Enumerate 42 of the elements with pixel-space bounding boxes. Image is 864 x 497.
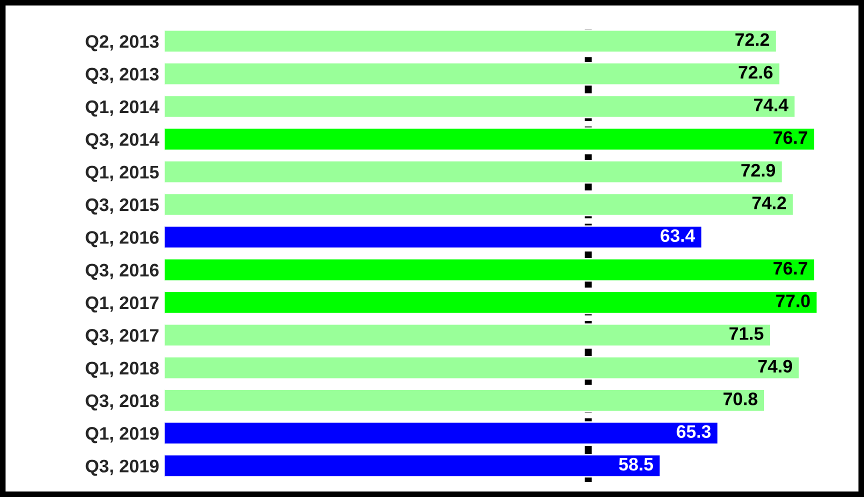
data-label: 74.4	[754, 98, 788, 112]
y-tick-label: Q1, 2014	[86, 100, 160, 117]
y-tick-label: Q3, 2017	[86, 329, 159, 346]
bar	[164, 454, 662, 478]
bar	[164, 323, 772, 347]
data-label: 72.9	[741, 164, 776, 177]
data-label: 77.0	[776, 294, 810, 308]
data-label: 65.3	[676, 425, 711, 438]
y-tick-label: Q3, 2016	[86, 264, 159, 280]
y-tick-label: Q1, 2015	[86, 166, 159, 182]
data-label: 74.9	[758, 360, 792, 373]
bar	[164, 160, 784, 184]
y-tick-label: Q1, 2017	[86, 296, 159, 313]
y-tick-label: Q3, 2015	[86, 198, 159, 215]
y-tick-label: Q1, 2019	[86, 427, 159, 444]
data-label: 76.7	[774, 262, 808, 275]
bar	[164, 290, 818, 314]
data-label: 72.2	[735, 33, 770, 46]
y-tick-label: Q3, 2018	[86, 394, 159, 411]
data-label: 76.7	[774, 131, 808, 144]
y-tick-label: Q1, 2018	[86, 362, 159, 378]
bar	[164, 388, 766, 412]
data-label: 74.2	[752, 196, 786, 210]
bar	[164, 356, 800, 380]
data-label: 63.4	[660, 229, 696, 242]
bar	[164, 192, 794, 216]
y-tick-label: Q3, 2014	[86, 133, 160, 150]
y-tick-label: Q3, 2019	[86, 460, 159, 476]
bar	[164, 225, 703, 249]
bar	[164, 94, 796, 118]
y-tick-label: Q2, 2013	[86, 35, 159, 52]
data-label: 70.8	[724, 392, 758, 406]
bar	[164, 421, 719, 445]
bar	[164, 258, 816, 282]
y-tick-label: Q1, 2016	[86, 231, 159, 248]
bar	[164, 29, 778, 53]
data-label: 58.5	[618, 458, 654, 471]
y-tick-label: Q3, 2013	[86, 68, 159, 84]
bar	[164, 127, 816, 151]
data-label: 71.5	[729, 327, 764, 340]
bar	[164, 62, 781, 86]
data-label: 72.6	[738, 66, 773, 79]
